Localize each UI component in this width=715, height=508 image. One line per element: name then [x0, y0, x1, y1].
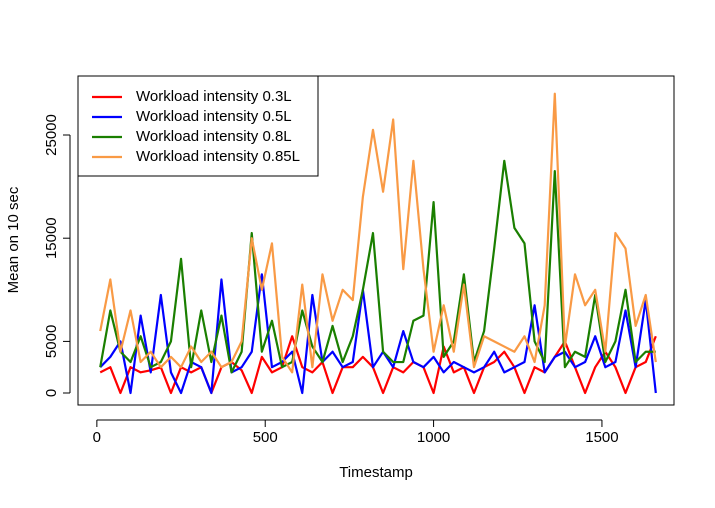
x-axis-label: Timestamp [339, 464, 413, 481]
legend-label: Workload intensity 0.8L [136, 128, 292, 145]
x-tick-label: 1500 [585, 429, 618, 446]
y-tick-label: 5000 [43, 325, 60, 358]
x-tick-label: 500 [253, 429, 278, 446]
plot-box [77, 75, 675, 406]
y-tick-label: 25000 [43, 114, 60, 156]
y-tick-label: 15000 [43, 217, 60, 259]
y-axis-label: Mean on 10 sec [5, 186, 22, 293]
legend-box [77, 75, 319, 177]
y-tick-label: 0 [43, 389, 60, 397]
legend-label: Workload intensity 0.3L [136, 88, 292, 105]
data-line [99, 92, 657, 374]
legend-label: Workload intensity 0.85L [136, 148, 300, 165]
data-line [99, 159, 656, 374]
legend-label: Workload intensity 0.5L [136, 108, 292, 125]
x-tick-label: 0 [93, 429, 101, 446]
x-tick-label: 1000 [417, 429, 450, 446]
